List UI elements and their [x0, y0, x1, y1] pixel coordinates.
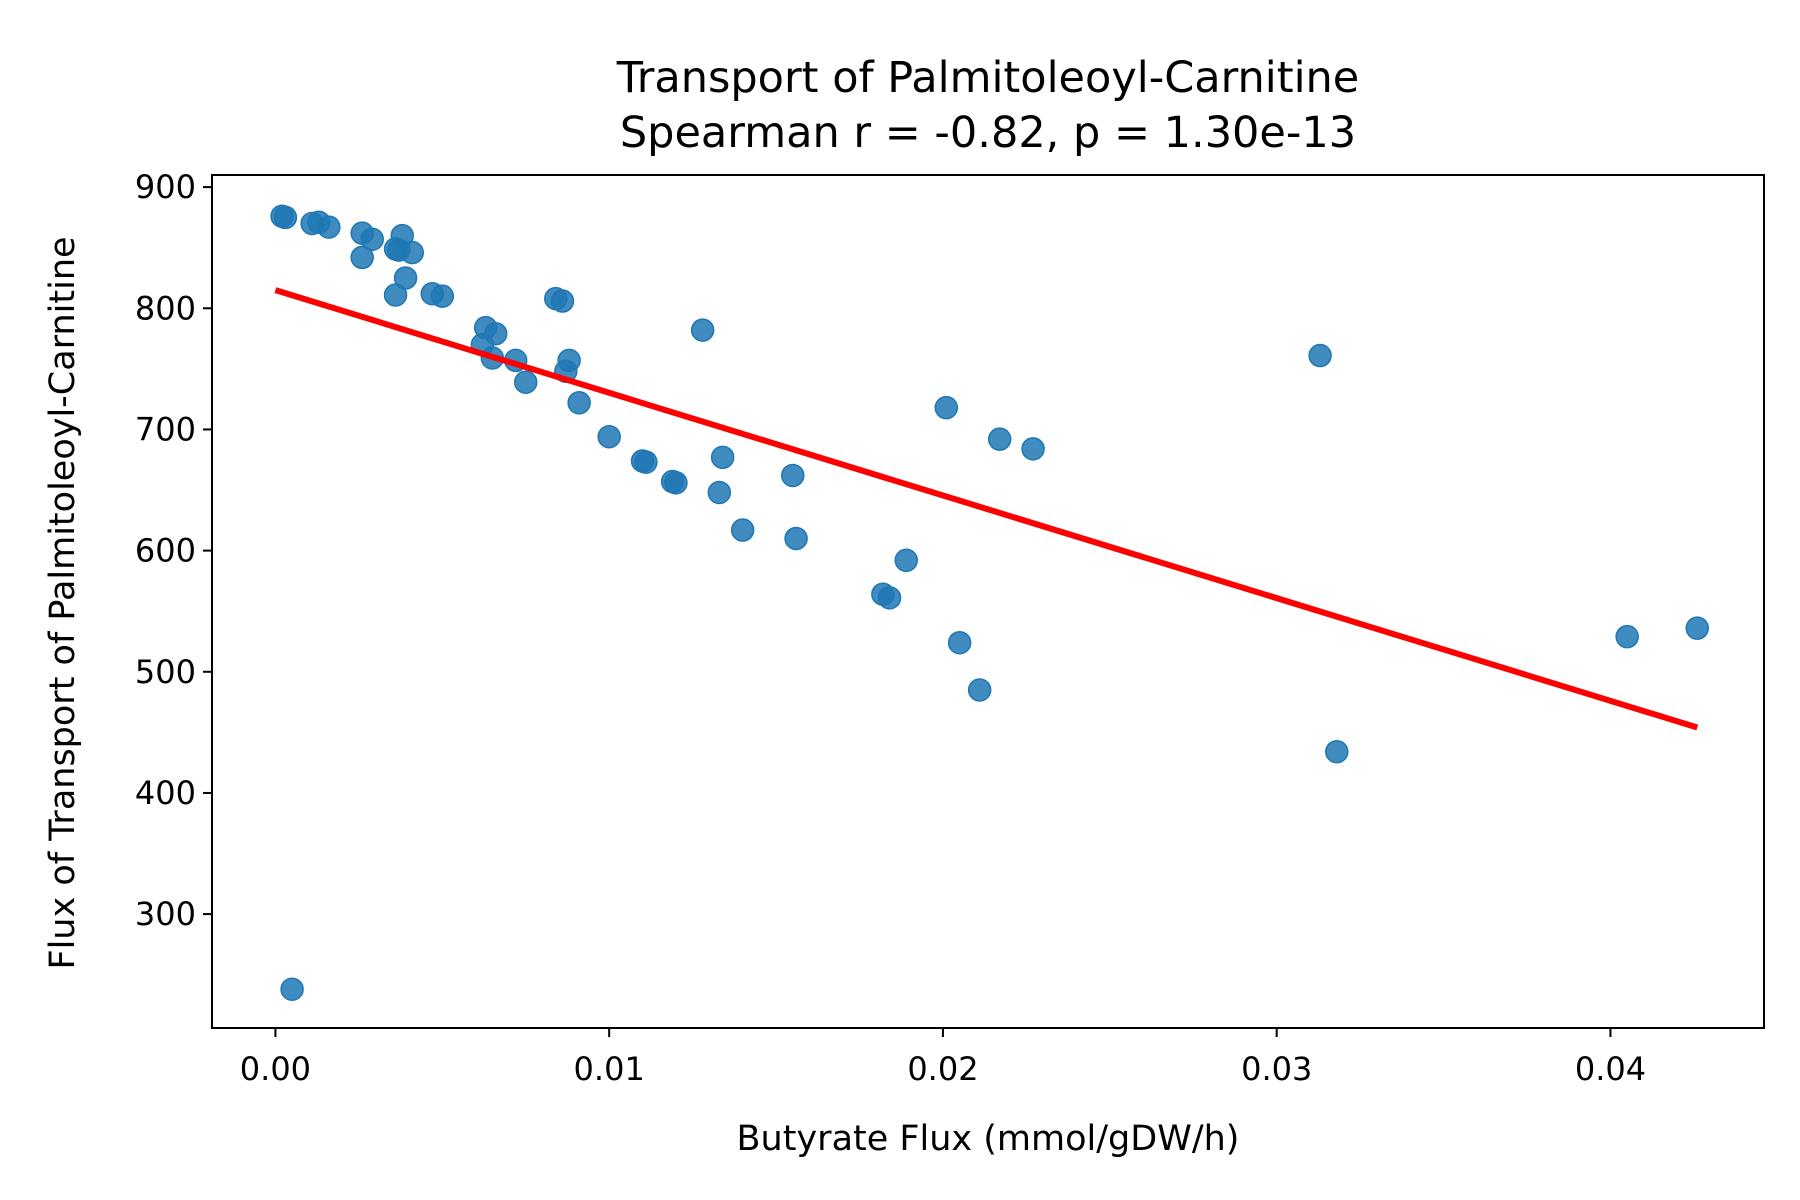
- x-axis-label: Butyrate Flux (mmol/gDW/h): [737, 1119, 1240, 1159]
- data-point: [877, 586, 902, 610]
- data-point: [1325, 739, 1349, 764]
- data-point: [894, 548, 918, 573]
- y-axis: 300 400 500 600 700 800 900: [135, 168, 212, 933]
- data-point: [383, 283, 408, 307]
- chart-subtitle: Spearman r = -0.82, p = 1.30e-13: [620, 108, 1356, 158]
- data-point: [1685, 616, 1709, 640]
- data-point: [430, 284, 455, 308]
- y-tick-label: 400: [135, 774, 196, 812]
- data-point: [567, 391, 591, 415]
- y-axis-label: Flux of Transport of Palmitoleoyl-Carnit…: [43, 236, 83, 969]
- x-tick-label: 0.00: [240, 1050, 311, 1088]
- data-point: [934, 395, 959, 420]
- data-point: [1308, 343, 1332, 368]
- x-tick-label: 0.03: [1241, 1050, 1312, 1088]
- data-point: [360, 227, 384, 251]
- data-point: [634, 450, 658, 474]
- data-point: [690, 318, 715, 342]
- data-point: [387, 238, 411, 262]
- y-tick-label: 700: [135, 410, 196, 448]
- data-point: [280, 977, 304, 1001]
- data-point: [350, 245, 374, 270]
- chart-title: Transport of Palmitoleoyl-Carnitine: [616, 53, 1360, 103]
- data-point: [513, 370, 538, 394]
- data-point: [987, 427, 1012, 451]
- y-tick-label: 500: [135, 653, 196, 691]
- data-point: [947, 630, 972, 655]
- data-point: [550, 289, 575, 313]
- plot-frame: [211, 174, 1765, 1029]
- data-point: [273, 205, 298, 230]
- y-tick-label: 300: [135, 895, 196, 933]
- data-point: [967, 678, 992, 702]
- data-point: [317, 215, 341, 239]
- data-point: [1021, 437, 1045, 461]
- plot-area: [270, 204, 1709, 1001]
- y-tick-label: 600: [135, 532, 196, 570]
- x-axis: 0.00 0.01 0.02 0.03 0.04: [240, 1028, 1646, 1088]
- data-point: [710, 445, 735, 470]
- data-point: [707, 480, 732, 505]
- x-tick-label: 0.04: [1575, 1050, 1646, 1088]
- data-point: [780, 463, 805, 488]
- trend-line: [274, 287, 1699, 731]
- data-point: [1615, 624, 1639, 649]
- data-point: [784, 526, 808, 551]
- x-tick-label: 0.01: [574, 1050, 645, 1088]
- x-tick-label: 0.02: [907, 1050, 978, 1088]
- data-point: [730, 518, 755, 542]
- y-tick-label: 800: [135, 289, 196, 327]
- data-point: [660, 469, 685, 494]
- data-point: [597, 424, 621, 449]
- y-tick-label: 900: [135, 168, 196, 206]
